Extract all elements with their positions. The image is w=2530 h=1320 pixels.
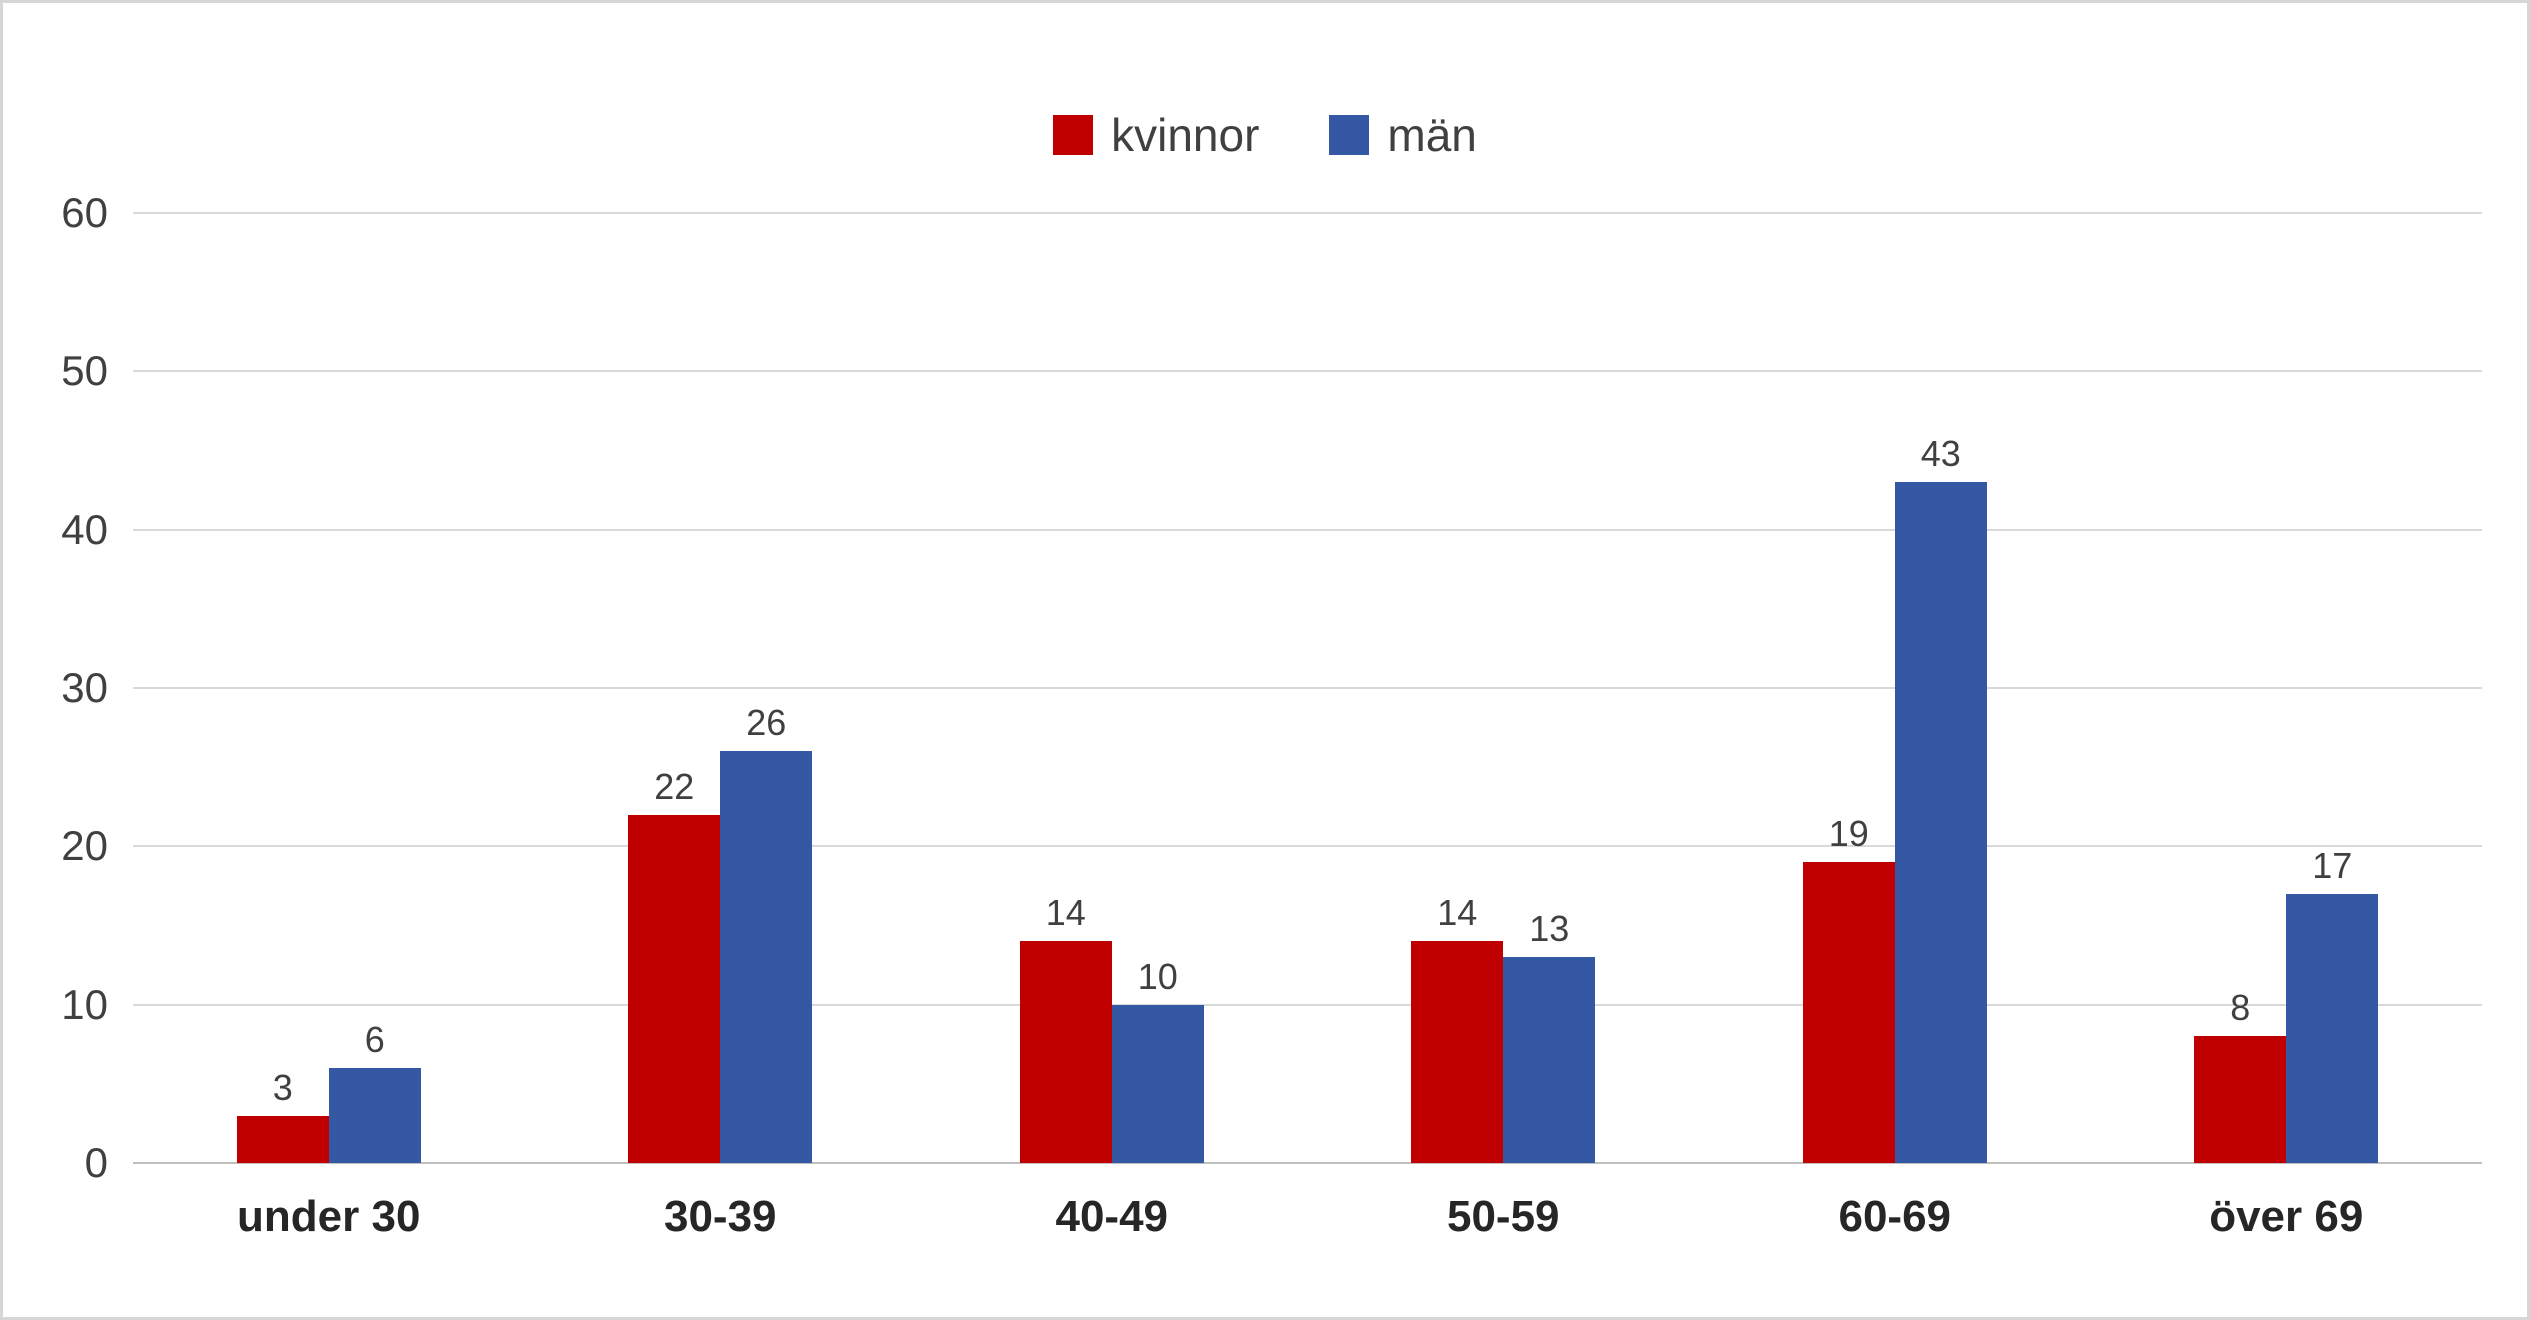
y-tick-label: 30 — [61, 664, 108, 711]
bar-wrap-män: 6 — [328, 213, 421, 1163]
bar-value-label: 6 — [364, 1019, 385, 1060]
y-tick-label: 50 — [61, 347, 108, 395]
bar-kvinnor — [236, 1115, 329, 1163]
y-tick-label: 10 — [61, 980, 108, 1028]
legend-swatch-icon — [1053, 115, 1094, 155]
x-category-label: under 30 — [237, 1192, 421, 1241]
bar-group: 19 43 — [1699, 213, 2091, 1163]
bar-wrap-kvinnor: 8 — [2194, 213, 2287, 1163]
bar-value-label: 14 — [1437, 892, 1478, 934]
bar-value-label: 26 — [746, 702, 787, 744]
bar-wrap-män: 43 — [1894, 213, 1987, 1163]
bar-wrap-kvinnor: 19 — [1802, 213, 1895, 1163]
x-category-label: 50-59 — [1446, 1192, 1560, 1241]
gridline — [133, 370, 2482, 373]
bar-wrap-män: 17 — [2286, 213, 2379, 1163]
bar-kvinnor — [1019, 941, 1112, 1163]
legend-label: kvinnor — [1111, 109, 1260, 161]
bar-män — [2286, 893, 2379, 1163]
legend: kvinnor män — [3, 103, 2527, 167]
gridlines — [133, 212, 2482, 1164]
gridline — [133, 1003, 2482, 1006]
x-axis-labels: under 30 30-39 40-49 50-59 60-69 över 69 — [133, 1191, 2482, 1261]
gridline — [133, 528, 2482, 531]
bar-value-label: 14 — [1045, 892, 1086, 934]
bar-value-label: 3 — [272, 1066, 293, 1108]
legend-swatch-icon — [1329, 115, 1370, 155]
bar-wrap-kvinnor: 14 — [1411, 213, 1504, 1163]
gridline — [133, 212, 2482, 214]
bar-value-label: 43 — [1920, 433, 1961, 475]
y-tick-label: 20 — [61, 822, 108, 870]
x-category-label: 60-69 — [1838, 1192, 1952, 1241]
x-category-label: 40-49 — [1055, 1192, 1169, 1241]
y-tick-label: 0 — [84, 1139, 108, 1186]
bar-value-label: 17 — [2312, 844, 2353, 886]
legend-item-män: män — [1329, 108, 1477, 162]
bar-kvinnor — [2194, 1036, 2287, 1163]
gridline — [133, 687, 2482, 689]
bar-kvinnor — [628, 814, 721, 1163]
bar-group: 8 17 — [2091, 213, 2483, 1163]
y-tick-label: 40 — [61, 505, 108, 553]
bar-value-label: 22 — [654, 765, 695, 807]
bar-män — [1894, 482, 1987, 1163]
x-category-label: 30-39 — [663, 1192, 777, 1241]
x-axis-line — [133, 1162, 2482, 1164]
bar-group: 22 26 — [525, 213, 917, 1163]
bar-wrap-kvinnor: 3 — [236, 213, 329, 1163]
bar-män — [720, 751, 813, 1163]
bar-wrap-män: 26 — [720, 213, 813, 1163]
bar-value-label: 13 — [1529, 908, 1570, 950]
bar-group: 14 10 — [916, 213, 1308, 1163]
bar-wrap-män: 10 — [1111, 213, 1204, 1163]
legend-item-kvinnor: kvinnor — [1053, 108, 1259, 162]
gridline — [133, 845, 2482, 848]
bar-män — [1111, 1004, 1204, 1163]
legend-label: män — [1387, 109, 1477, 161]
bar-wrap-män: 13 — [1503, 213, 1596, 1163]
bar-män — [328, 1068, 421, 1163]
bar-value-label: 19 — [1828, 813, 1869, 855]
y-axis: 0 10 20 30 40 50 60 — [23, 192, 108, 1184]
bar-wrap-kvinnor: 14 — [1019, 213, 1112, 1163]
plot-area: 3 6 22 26 14 10 14 13 19 43 8 17 — [133, 212, 2482, 1164]
bar-value-label: 10 — [1137, 955, 1178, 997]
bar-group: 14 13 — [1308, 213, 1700, 1163]
bar-män — [1503, 957, 1596, 1163]
x-category-label: över 69 — [2209, 1192, 2364, 1241]
bar-kvinnor — [1802, 862, 1895, 1163]
bar-kvinnor — [1411, 941, 1504, 1163]
bar-wrap-kvinnor: 22 — [628, 213, 721, 1163]
bar-groups: 3 6 22 26 14 10 14 13 19 43 8 17 — [133, 213, 2482, 1163]
y-tick-label: 60 — [61, 189, 108, 236]
bar-value-label: 8 — [2230, 987, 2251, 1029]
